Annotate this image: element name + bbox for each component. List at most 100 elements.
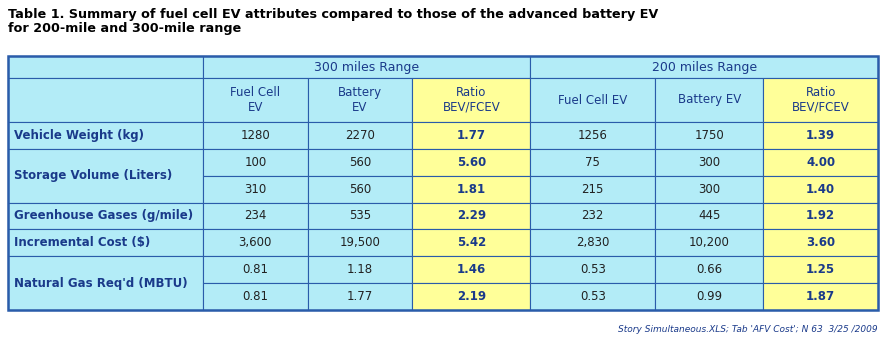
Text: 2,830: 2,830	[576, 236, 610, 249]
Text: Fuel Cell
EV: Fuel Cell EV	[230, 86, 280, 114]
Bar	[412, 122, 531, 149]
Bar	[412, 202, 531, 230]
Bar	[656, 176, 763, 202]
Bar	[531, 56, 878, 78]
Text: 19,500: 19,500	[339, 236, 380, 249]
Text: Incremental Cost ($): Incremental Cost ($)	[14, 236, 151, 249]
Bar	[203, 56, 531, 78]
Text: Ratio
BEV/FCEV: Ratio BEV/FCEV	[792, 86, 850, 114]
Text: 1.46: 1.46	[456, 263, 486, 276]
Text: 4.00: 4.00	[806, 156, 835, 169]
Text: 535: 535	[349, 210, 371, 222]
Bar	[656, 283, 763, 310]
Bar	[203, 122, 307, 149]
Bar	[307, 149, 412, 176]
Bar	[656, 122, 763, 149]
Bar	[307, 202, 412, 230]
Text: Table 1. Summary of fuel cell EV attributes compared to those of the advanced ba: Table 1. Summary of fuel cell EV attribu…	[8, 8, 658, 21]
Bar	[763, 176, 878, 202]
Bar	[203, 78, 307, 122]
Text: Vehicle Weight (kg): Vehicle Weight (kg)	[14, 129, 144, 142]
Bar	[307, 176, 412, 202]
Bar	[8, 256, 203, 310]
Bar	[307, 230, 412, 256]
Text: 0.99: 0.99	[696, 290, 722, 303]
Bar	[8, 78, 203, 122]
Text: 232: 232	[581, 210, 604, 222]
Bar	[8, 149, 203, 202]
Text: Storage Volume (Liters): Storage Volume (Liters)	[14, 169, 172, 182]
Bar	[763, 202, 878, 230]
Bar	[8, 202, 203, 230]
Text: 0.53: 0.53	[579, 290, 606, 303]
Text: 0.53: 0.53	[579, 263, 606, 276]
Text: 310: 310	[245, 183, 267, 196]
Text: 1750: 1750	[695, 129, 724, 142]
Text: 100: 100	[245, 156, 267, 169]
Bar	[203, 176, 307, 202]
Text: 1.77: 1.77	[346, 290, 373, 303]
Bar	[8, 230, 203, 256]
Bar	[656, 149, 763, 176]
Text: 300 miles Range: 300 miles Range	[315, 61, 419, 73]
Bar	[307, 78, 412, 122]
Bar	[531, 78, 656, 122]
Text: 200 miles Range: 200 miles Range	[651, 61, 757, 73]
Text: Battery EV: Battery EV	[678, 94, 741, 106]
Text: 1.92: 1.92	[806, 210, 835, 222]
Bar	[412, 230, 531, 256]
Text: 300: 300	[698, 183, 720, 196]
Bar	[412, 149, 531, 176]
Text: 1.39: 1.39	[806, 129, 835, 142]
Bar	[656, 78, 763, 122]
Bar	[531, 176, 656, 202]
Text: 445: 445	[698, 210, 720, 222]
Bar	[531, 230, 656, 256]
Text: 234: 234	[245, 210, 267, 222]
Bar	[763, 122, 878, 149]
Text: Natural Gas Req'd (MBTU): Natural Gas Req'd (MBTU)	[14, 276, 188, 290]
Text: 1.40: 1.40	[806, 183, 835, 196]
Bar	[531, 256, 656, 283]
Text: 10,200: 10,200	[688, 236, 730, 249]
Text: Story Simultaneous.XLS; Tab 'AFV Cost'; N 63  3/25 /2009: Story Simultaneous.XLS; Tab 'AFV Cost'; …	[618, 325, 878, 334]
Bar	[763, 283, 878, 310]
Text: for 200-mile and 300-mile range: for 200-mile and 300-mile range	[8, 22, 241, 35]
Text: 2.29: 2.29	[457, 210, 486, 222]
Bar	[763, 149, 878, 176]
Text: 1.77: 1.77	[457, 129, 486, 142]
Bar	[763, 230, 878, 256]
Bar	[412, 176, 531, 202]
Text: Ratio
BEV/FCEV: Ratio BEV/FCEV	[442, 86, 501, 114]
Text: 0.81: 0.81	[242, 290, 268, 303]
Bar	[203, 149, 307, 176]
Text: 560: 560	[349, 156, 371, 169]
Bar	[531, 283, 656, 310]
Text: 75: 75	[586, 156, 600, 169]
Text: 215: 215	[581, 183, 604, 196]
Text: 2270: 2270	[345, 129, 375, 142]
Text: 1280: 1280	[240, 129, 270, 142]
Bar	[203, 202, 307, 230]
Bar	[412, 283, 531, 310]
Bar	[656, 202, 763, 230]
Bar	[656, 256, 763, 283]
Bar	[531, 149, 656, 176]
Bar	[307, 122, 412, 149]
Bar	[307, 256, 412, 283]
Text: 1.25: 1.25	[806, 263, 835, 276]
Bar	[8, 56, 203, 78]
Text: 5.60: 5.60	[456, 156, 486, 169]
Text: 1.87: 1.87	[806, 290, 835, 303]
Text: 0.81: 0.81	[242, 263, 268, 276]
Bar	[656, 230, 763, 256]
Bar	[412, 78, 531, 122]
Text: 2.19: 2.19	[457, 290, 486, 303]
Text: 560: 560	[349, 183, 371, 196]
Bar	[763, 256, 878, 283]
Text: Greenhouse Gases (g/mile): Greenhouse Gases (g/mile)	[14, 210, 193, 222]
Text: Fuel Cell EV: Fuel Cell EV	[558, 94, 627, 106]
Bar	[531, 202, 656, 230]
Text: 5.42: 5.42	[456, 236, 486, 249]
Bar	[8, 56, 878, 310]
